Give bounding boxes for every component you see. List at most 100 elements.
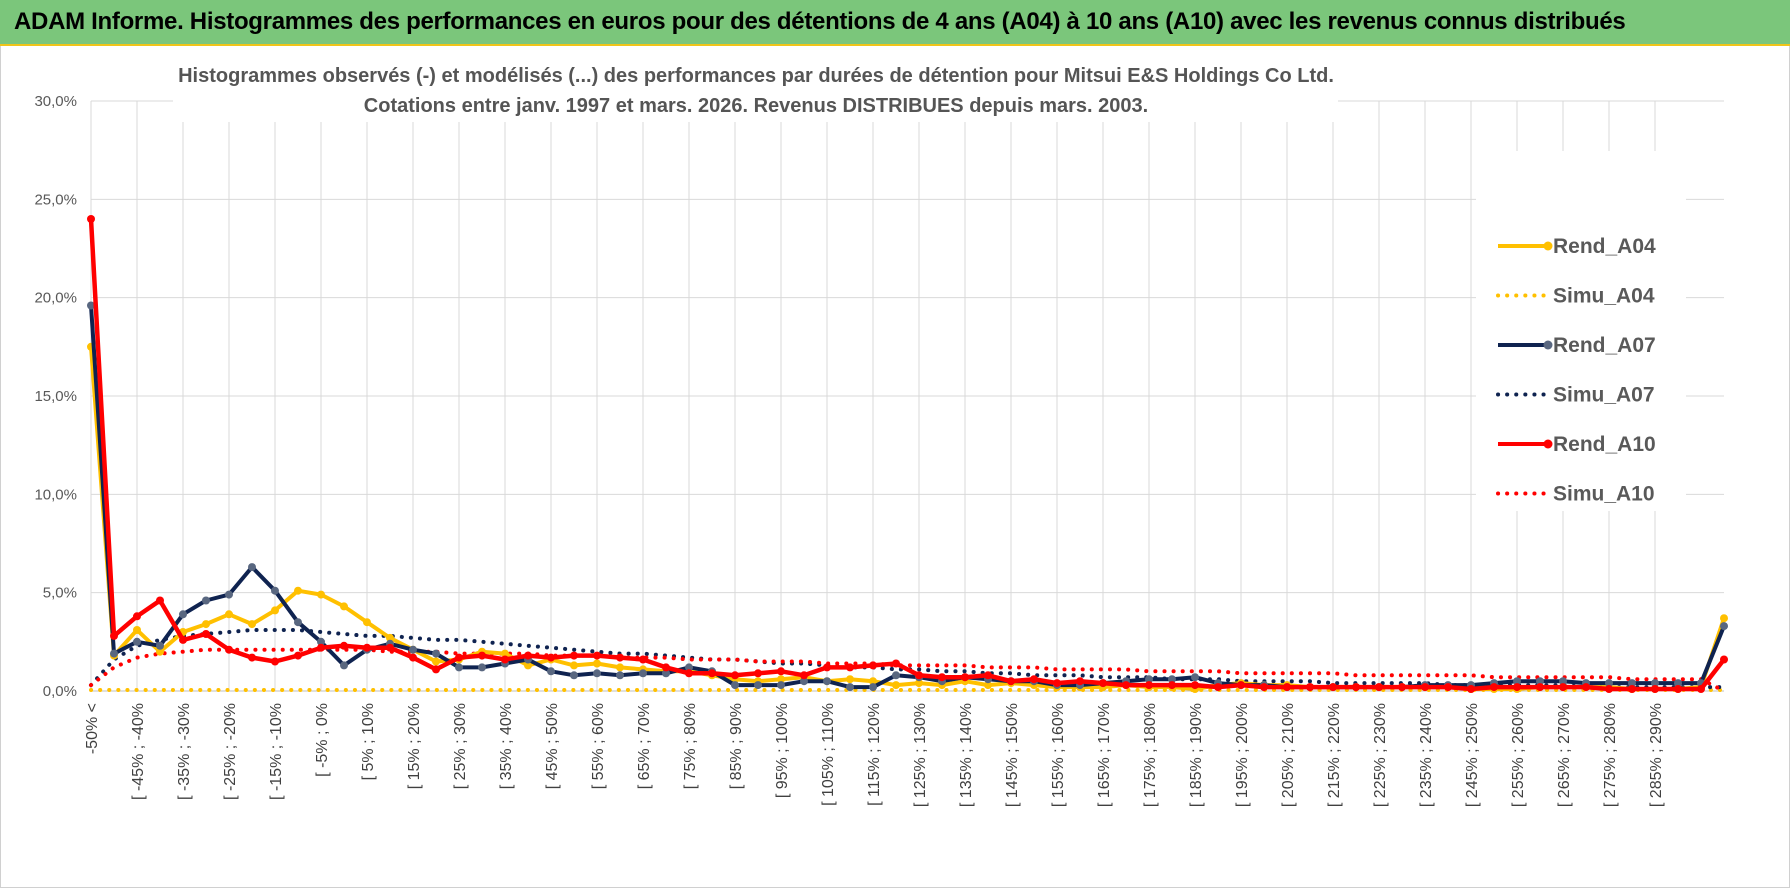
legend: Rend_A04 Simu_A04 Rend_A07 Simu_A07 Rend_A10… — [1476, 151, 1686, 511]
data-point-rend-a10 — [386, 643, 394, 652]
data-point-rend-a10 — [639, 655, 647, 664]
x-tick-label: [ 125% ; 130% — [912, 703, 929, 807]
x-tick-label: [ 265% ; 270% — [1556, 703, 1573, 807]
data-point-rend-a04 — [133, 626, 141, 634]
data-point-rend-a07 — [340, 661, 348, 670]
data-point-rend-a10 — [1651, 685, 1659, 693]
data-point-rend-a10 — [616, 653, 624, 662]
data-point-rend-a10 — [363, 643, 371, 652]
data-point-rend-a07 — [1674, 679, 1682, 688]
x-tick-label: [ 105% ; 110% — [820, 703, 837, 806]
data-point-rend-a04 — [317, 590, 325, 599]
data-point-rend-a10 — [1214, 683, 1222, 692]
x-tick-label: [ -5% ; 0% — [314, 703, 331, 777]
data-point-rend-a07 — [294, 618, 302, 627]
legend-item-rend-a07: Rend_A07 — [1498, 334, 1656, 357]
data-point-rend-a04 — [386, 633, 394, 642]
x-tick-label: -50% < — [84, 703, 101, 754]
data-point-rend-a10 — [110, 631, 118, 640]
data-point-rend-a10 — [685, 669, 693, 678]
data-point-rend-a07 — [570, 671, 578, 680]
data-point-rend-a10 — [547, 653, 555, 662]
y-tick-label: 30,0% — [34, 93, 77, 110]
x-tick-label: [ 205% ; 210% — [1280, 703, 1297, 807]
data-point-rend-a07 — [271, 586, 279, 595]
data-point-rend-a10 — [984, 671, 992, 680]
data-point-rend-a07 — [800, 677, 808, 686]
data-point-rend-a04 — [363, 618, 371, 627]
data-point-rend-a07 — [179, 610, 187, 619]
data-point-rend-a10 — [1283, 683, 1291, 692]
data-point-rend-a10 — [754, 669, 762, 678]
data-point-rend-a10 — [1559, 683, 1567, 692]
data-point-rend-a07 — [616, 671, 624, 680]
x-axis-tick-labels: -50% < [ -45% ; -40% [ -35% ; -30% [ -25% ;… — [84, 703, 1665, 807]
legend-marker — [1543, 241, 1553, 251]
data-point-rend-a04 — [616, 663, 624, 672]
data-point-rend-a10 — [1421, 683, 1429, 692]
data-point-rend-a10 — [455, 653, 463, 662]
x-tick-label: [ -15% ; -10% — [268, 703, 285, 800]
data-point-rend-a10 — [1306, 683, 1314, 692]
data-point-rend-a04 — [869, 677, 877, 686]
histogram-chart: 0,0% 5,0% 10,0% 15,0% 20,0% 25,0% 30,0% -50% <… — [34, 60, 1728, 807]
data-point-rend-a10 — [1674, 685, 1682, 693]
y-tick-label: 0,0% — [43, 683, 77, 700]
data-point-rend-a10 — [1490, 683, 1498, 692]
x-tick-label: [ 45% ; 50% — [544, 703, 561, 789]
data-point-rend-a07 — [754, 681, 762, 690]
data-point-rend-a07 — [478, 663, 486, 672]
data-point-rend-a04 — [593, 659, 601, 668]
data-point-rend-a07 — [1513, 677, 1521, 686]
x-tick-label: [ -25% ; -20% — [222, 703, 239, 800]
data-point-rend-a07 — [1536, 677, 1544, 686]
data-point-rend-a04 — [570, 661, 578, 670]
data-point-rend-a10 — [1237, 681, 1245, 690]
data-point-rend-a10 — [156, 596, 164, 605]
data-point-rend-a07 — [248, 563, 256, 572]
data-point-rend-a07 — [1720, 622, 1728, 631]
y-tick-label: 20,0% — [34, 290, 77, 307]
report-title: ADAM Informe. Histogrammes des performan… — [14, 8, 1626, 35]
x-tick-label: [ 95% ; 100% — [774, 703, 791, 798]
data-point-rend-a10 — [1352, 683, 1360, 692]
data-point-rend-a07 — [731, 681, 739, 690]
data-point-rend-a10 — [846, 663, 854, 672]
data-point-rend-a10 — [708, 669, 716, 678]
data-point-rend-a04 — [271, 606, 279, 615]
x-tick-label: [ 235% ; 240% — [1418, 703, 1435, 807]
data-point-rend-a04 — [501, 649, 509, 658]
data-point-rend-a07 — [1191, 673, 1199, 682]
legend-marker — [1543, 439, 1553, 449]
data-point-rend-a10 — [800, 671, 808, 680]
data-point-rend-a07 — [455, 663, 463, 672]
y-tick-label: 15,0% — [34, 388, 77, 405]
data-point-rend-a07 — [87, 301, 95, 310]
data-point-rend-a10 — [409, 653, 417, 662]
legend-item-simu-a04: Simu_A04 — [1496, 285, 1655, 308]
report-banner: ADAM Informe. Histogrammes des performan… — [0, 0, 1790, 46]
data-point-rend-a04 — [915, 679, 923, 688]
y-tick-label: 25,0% — [34, 191, 77, 208]
legend-item-simu-a10: Simu_A10 — [1496, 483, 1655, 506]
data-point-rend-a10 — [662, 663, 670, 672]
chart-title-block: Histogrammes observés (-) et modélisés (… — [173, 60, 1338, 122]
x-tick-label: [ 225% ; 230% — [1372, 703, 1389, 807]
data-point-rend-a10 — [1467, 685, 1475, 693]
data-point-rend-a04 — [846, 675, 854, 684]
x-tick-label: [ 155% ; 160% — [1050, 703, 1067, 807]
data-point-rend-a10 — [1444, 683, 1452, 692]
data-point-rend-a07 — [1168, 675, 1176, 684]
data-point-rend-a10 — [432, 665, 440, 674]
x-tick-label: [ 25% ; 30% — [452, 703, 469, 789]
data-point-rend-a10 — [248, 653, 256, 662]
data-point-rend-a10 — [1053, 679, 1061, 688]
title-background — [173, 60, 1338, 122]
grid-layer — [90, 100, 1724, 692]
data-point-rend-a07 — [1145, 675, 1153, 684]
data-point-rend-a10 — [1191, 681, 1199, 690]
data-point-rend-a10 — [1513, 683, 1521, 692]
data-point-rend-a10 — [1375, 683, 1383, 692]
data-point-rend-a04 — [248, 620, 256, 629]
data-point-rend-a10 — [1030, 675, 1038, 684]
